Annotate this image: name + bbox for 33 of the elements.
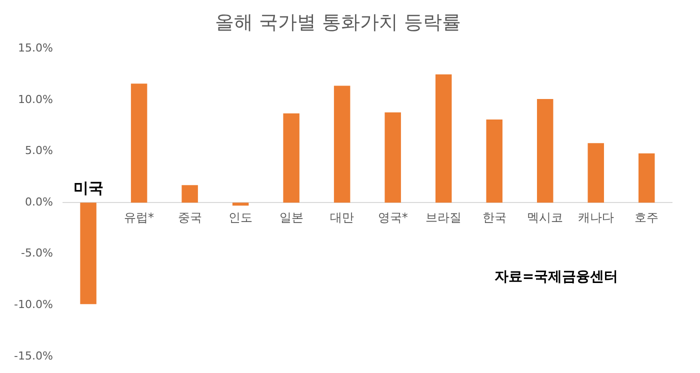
y-tick-label: 0.0% [24, 195, 53, 208]
x-tick-label: 대만 [330, 210, 354, 225]
bar [536, 99, 554, 203]
bar [435, 74, 452, 203]
x-tick-label: 일본 [279, 210, 304, 225]
x-tick-label: 인도 [228, 210, 253, 225]
y-tick-label: 10.0% [18, 92, 53, 106]
bar [232, 202, 249, 206]
x-tick-label: 호주 [634, 210, 659, 225]
bar [130, 84, 148, 203]
bar [334, 86, 350, 203]
y-tick-label: 15.0% [18, 42, 53, 55]
x-tick-label: 미국 [73, 178, 104, 197]
bar [384, 112, 401, 203]
bar [588, 143, 604, 203]
x-tick-label: 중국 [178, 210, 202, 225]
annotation: 자료=국제금융센터 [494, 269, 618, 286]
bar [283, 113, 300, 203]
x-tick-label: 영국* [378, 210, 408, 225]
x-tick-label: 한국 [482, 210, 506, 225]
bar [182, 185, 198, 203]
y-tick-label: -5.0% [20, 246, 53, 260]
y-tick-label: 5.0% [24, 144, 53, 158]
x-tick-label: 브라질 [426, 210, 462, 225]
x-tick-label: 멕시코 [527, 210, 564, 225]
bar [80, 202, 96, 304]
bar [486, 120, 502, 203]
y-tick-label: -15.0% [14, 349, 53, 362]
bar [638, 153, 655, 203]
x-tick-label: 캐나다 [578, 210, 614, 225]
chart-title: 올해 국가별 통화가치 등락률 [214, 11, 462, 34]
y-tick-label: -10.0% [14, 298, 53, 311]
x-tick-label: 유럽* [124, 210, 154, 225]
